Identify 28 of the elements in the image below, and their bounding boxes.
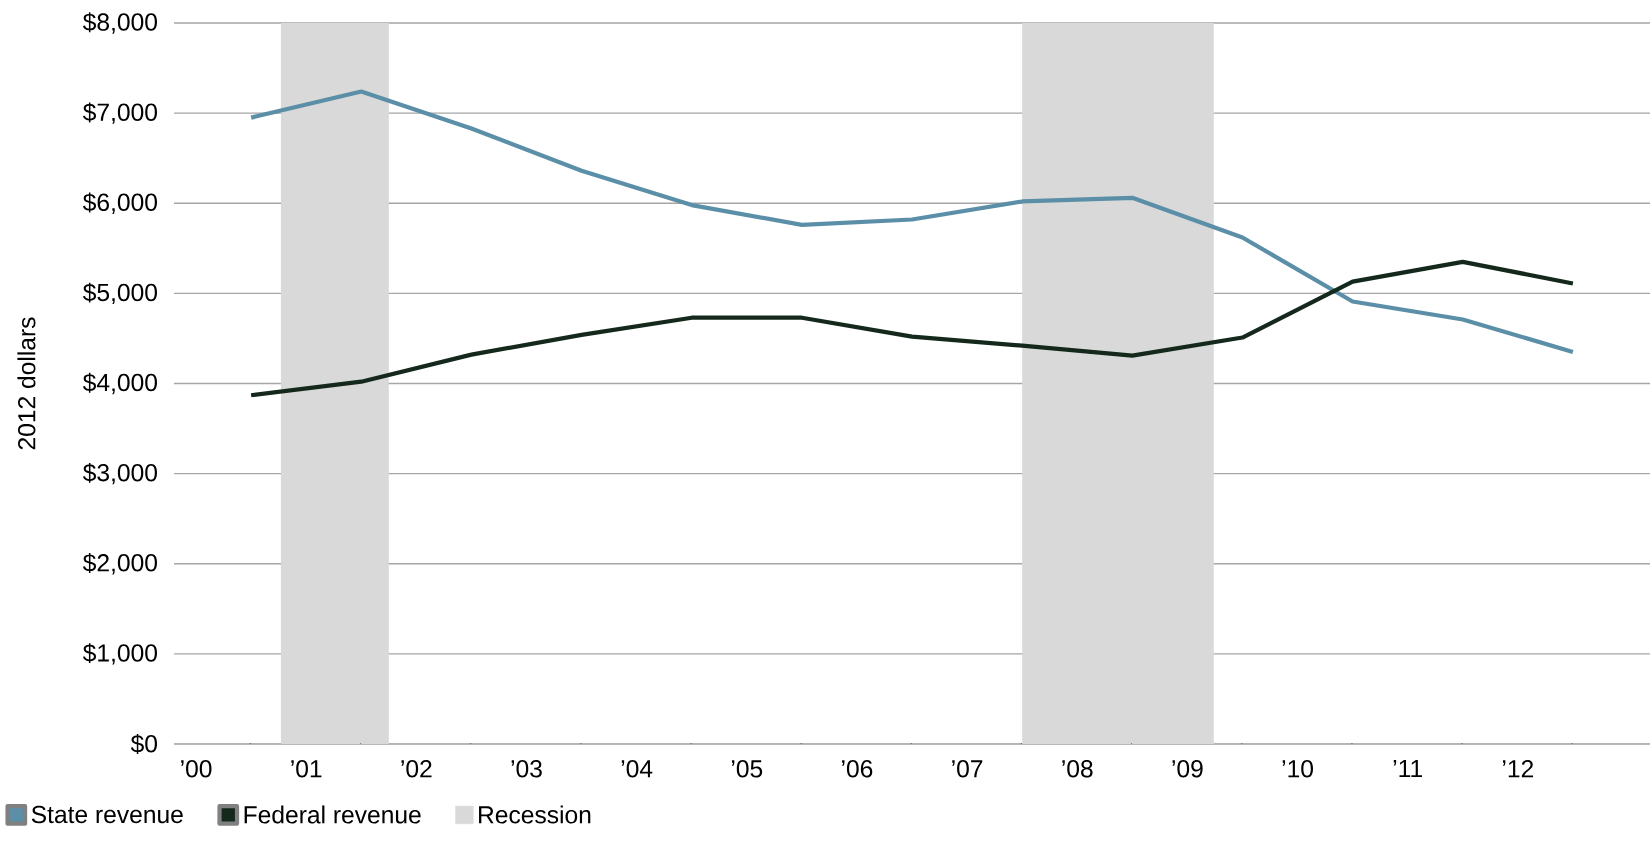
x-tick-label: ’06 [842,760,873,778]
y-tick-label: $1,000 [82,643,157,665]
y-tick-label: $3,000 [82,462,157,485]
x-tick-label: ’03 [511,760,542,778]
y-tick-label: $7,000 [82,102,157,124]
x-tick-label: ’08 [1062,760,1093,778]
x-tick-label: ’07 [952,760,983,778]
y-axis-title: 2012 dollars [17,317,36,450]
y-tick-label: $2,000 [82,553,157,575]
y-tick-label: $0 [130,734,157,754]
y-tick-label: $5,000 [82,282,157,305]
y-tick-label: $4,000 [82,372,157,395]
y-tick-label: $6,000 [82,192,157,214]
x-tick-label: ’01 [291,760,322,778]
legend-label: Federal revenue [244,805,421,824]
x-tick-label: ’12 [1502,760,1534,778]
line-series [249,259,1576,398]
y-tick-label: $8,000 [82,12,157,34]
x-tick-label: ’09 [1172,760,1203,778]
legend-label: State revenue [31,805,183,824]
x-tick-label: ’04 [621,760,653,778]
x-tick-label: ’11 [1393,760,1422,777]
x-tick-label: ’05 [731,760,763,778]
x-tick-label: ’00 [181,760,212,778]
line-series [249,89,1576,355]
x-tick-label: ’10 [1282,760,1313,778]
x-tick-label: ’02 [401,760,432,778]
legend-label: Recession [479,805,591,824]
